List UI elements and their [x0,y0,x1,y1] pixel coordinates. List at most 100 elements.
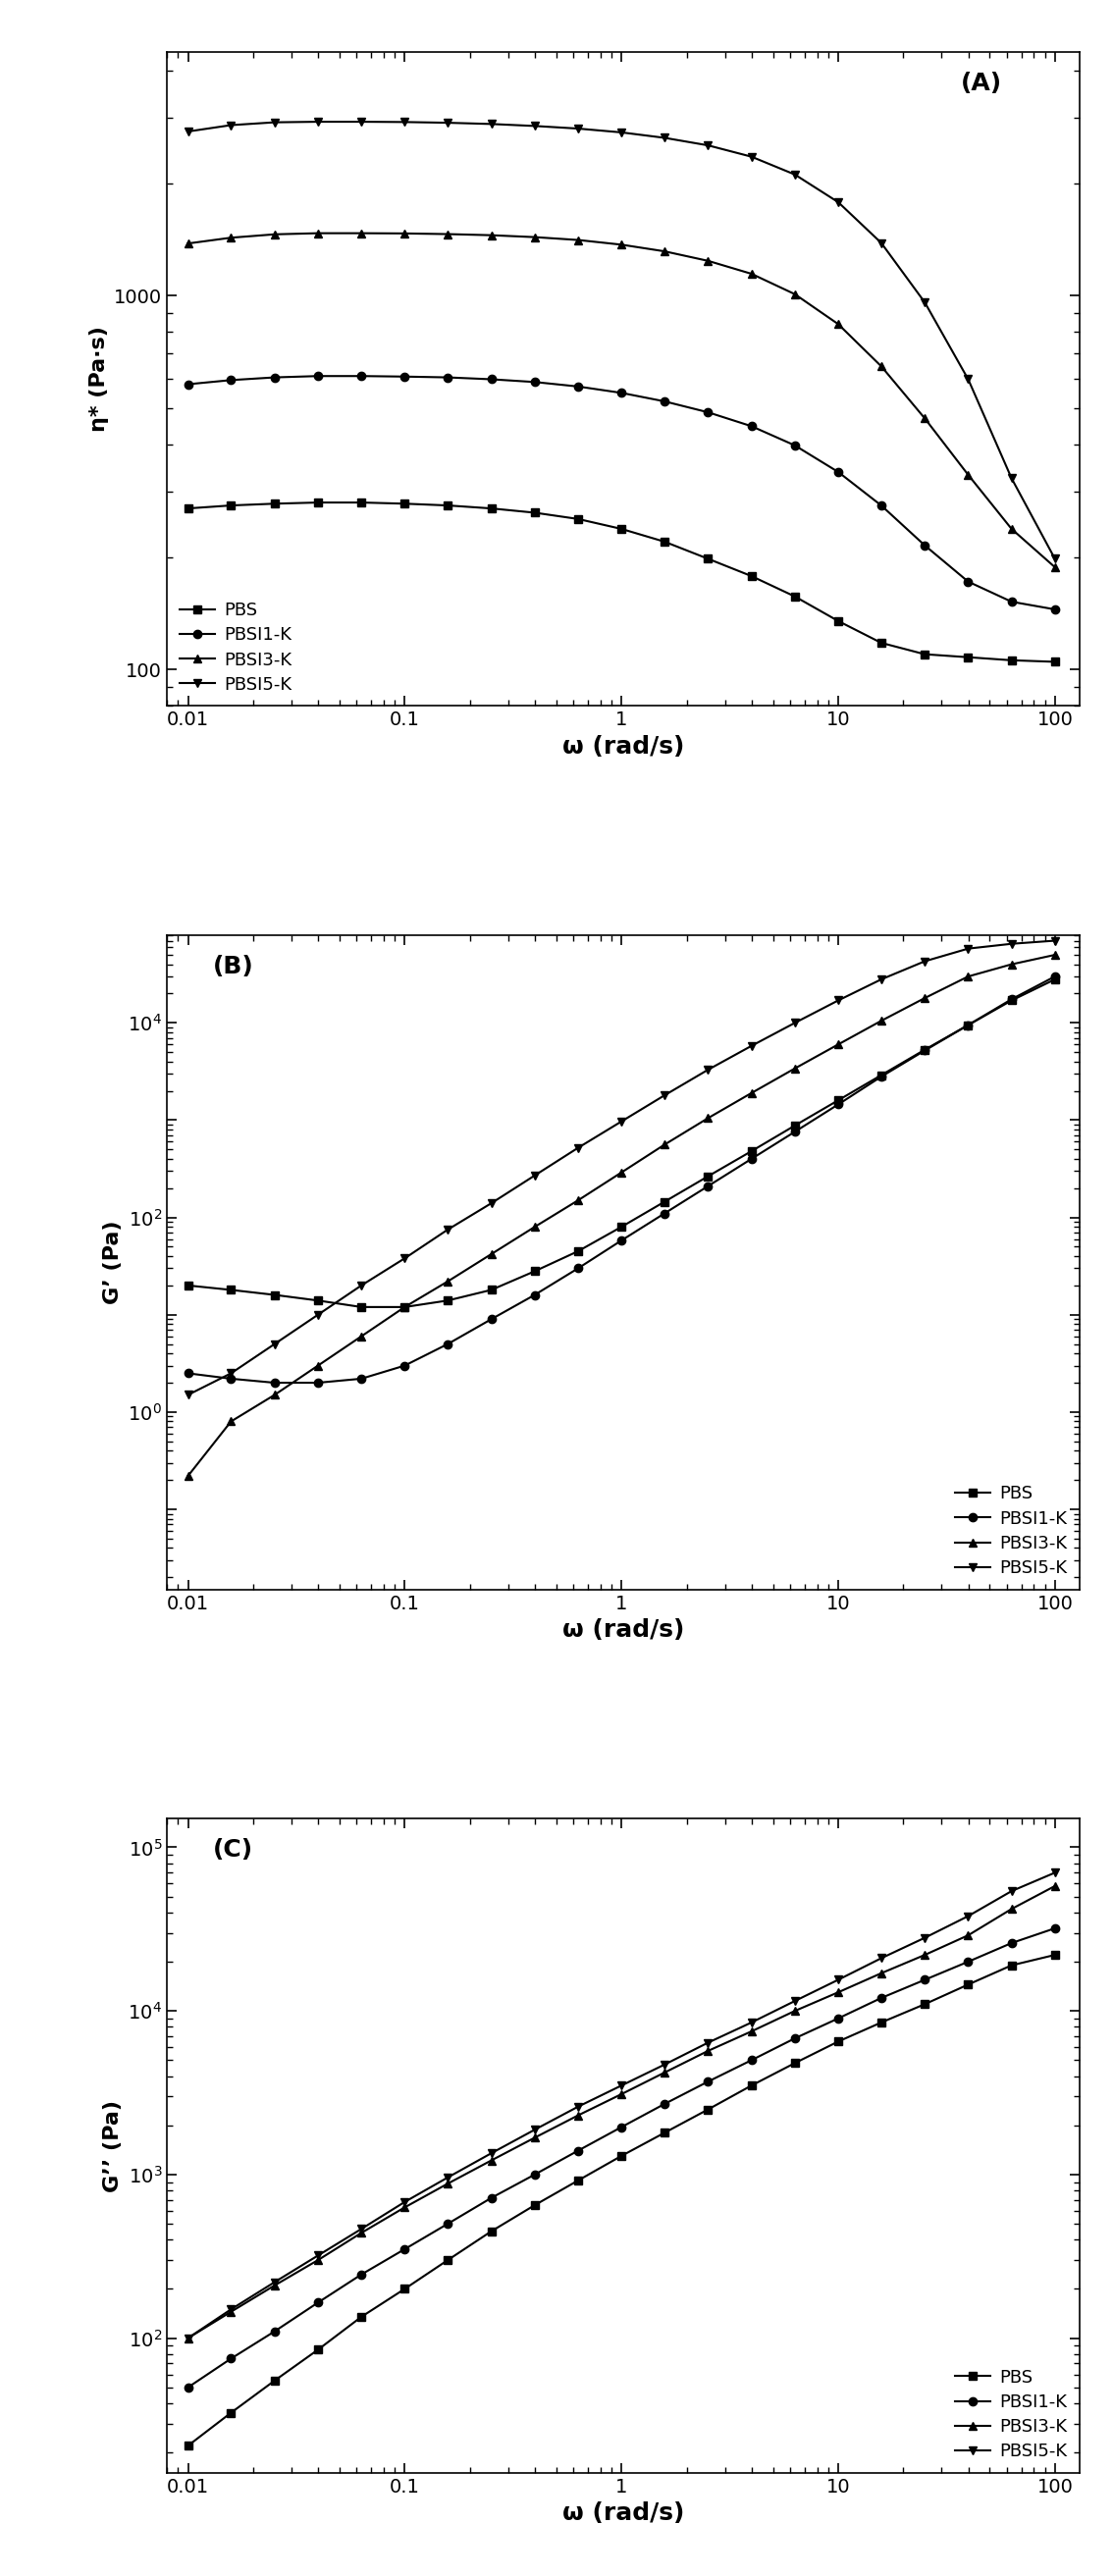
PBSI5-K [398,106,412,137]
PBSI5-K [962,363,975,394]
PBSI3-K [1048,1870,1062,1901]
PBSI5-K [701,1054,715,1084]
PBSI5-K [484,2138,498,2169]
PBSI3-K [788,1054,801,1084]
PBS [831,605,845,636]
PBS [484,492,498,523]
PBS [658,2117,671,2148]
PBS [571,2164,584,2195]
PBSI1-K [1048,961,1062,992]
PBSI5-K [614,2071,628,2102]
PBS [181,1270,195,1301]
PBSI5-K [268,1329,282,1360]
PBSI1-K [701,397,715,428]
PBS [312,2334,325,2365]
Line: PBSI3-K: PBSI3-K [184,229,1058,572]
PBSI3-K [441,2169,454,2200]
PBSI1-K [658,1198,671,1229]
PBSI3-K [441,1265,454,1296]
PBS [528,1255,541,1285]
PBSI5-K [962,933,975,963]
PBSI3-K [745,258,758,289]
PBSI5-K [658,124,671,155]
PBSI1-K [268,363,282,394]
PBSI3-K [484,219,498,250]
PBSI1-K [745,2045,758,2076]
Legend: PBS, PBSI1-K, PBSI3-K, PBSI5-K: PBS, PBSI1-K, PBSI3-K, PBSI5-K [952,2365,1071,2465]
PBS [225,1275,238,1306]
PBSI3-K [528,1211,541,1242]
PBSI3-K [658,2058,671,2089]
PBSI3-K [355,2218,368,2249]
PBSI1-K [658,2089,671,2120]
PBSI3-K [875,1005,888,1036]
PBSI5-K [225,111,238,142]
PBS [1048,647,1062,677]
PBSI5-K [788,1986,801,2017]
PBSI5-K [484,1188,498,1218]
PBS [745,2071,758,2102]
PBS [225,2398,238,2429]
PBSI1-K [962,1010,975,1041]
PBSI1-K [1048,595,1062,626]
PBSI1-K [571,1252,584,1283]
PBS [181,492,195,523]
PBS [658,1188,671,1218]
Y-axis label: G’ (Pa): G’ (Pa) [102,1221,122,1303]
PBS [355,2300,368,2331]
PBS [398,1291,412,1321]
Legend: PBS, PBSI1-K, PBSI3-K, PBSI5-K: PBS, PBSI1-K, PBSI3-K, PBSI5-K [952,1481,1071,1582]
PBSI1-K [1005,1927,1018,1958]
PBS [355,1291,368,1321]
PBS [614,1211,628,1242]
PBS [1005,984,1018,1015]
PBSI3-K [528,222,541,252]
PBSI1-K [788,2022,801,2053]
Line: PBSI1-K: PBSI1-K [184,371,1058,613]
PBSI3-K [571,2099,584,2130]
Y-axis label: η* (Pa·s): η* (Pa·s) [89,325,108,433]
PBS [312,487,325,518]
PBSI3-K [918,1940,932,1971]
Line: PBSI1-K: PBSI1-K [184,1924,1058,2391]
PBS [875,1059,888,1090]
PBSI5-K [1048,544,1062,574]
PBS [484,1275,498,1306]
PBSI3-K [745,1077,758,1108]
PBS [225,489,238,520]
PBS [268,1280,282,1311]
PBS [831,2027,845,2058]
PBS [962,1968,975,1999]
PBS [658,526,671,556]
PBSI3-K [528,2123,541,2154]
PBSI3-K [701,245,715,276]
PBSI5-K [528,2115,541,2146]
PBSI5-K [312,106,325,137]
PBSI1-K [788,430,801,461]
PBSI5-K [528,111,541,142]
Line: PBSI5-K: PBSI5-K [184,938,1058,1399]
PBSI1-K [614,2112,628,2143]
PBSI5-K [745,2007,758,2038]
PBSI5-K [1005,464,1018,495]
PBSI5-K [788,160,801,191]
PBSI1-K [268,2316,282,2347]
PBSI5-K [571,2092,584,2123]
PBSI5-K [355,2213,368,2244]
PBSI1-K [484,1303,498,1334]
PBSI5-K [268,2267,282,2298]
PBS [1048,1940,1062,1971]
PBSI5-K [528,1159,541,1190]
PBSI1-K [312,361,325,392]
PBSI5-K [441,2161,454,2192]
PBSI3-K [745,2017,758,2048]
PBSI5-K [441,1213,454,1244]
PBSI1-K [312,2287,325,2318]
PBS [788,1110,801,1141]
Line: PBSI3-K: PBSI3-K [184,951,1058,1481]
PBS [831,1084,845,1115]
PBS [441,489,454,520]
PBSI5-K [701,2027,715,2058]
PBS [1048,963,1062,994]
PBS [571,502,584,533]
